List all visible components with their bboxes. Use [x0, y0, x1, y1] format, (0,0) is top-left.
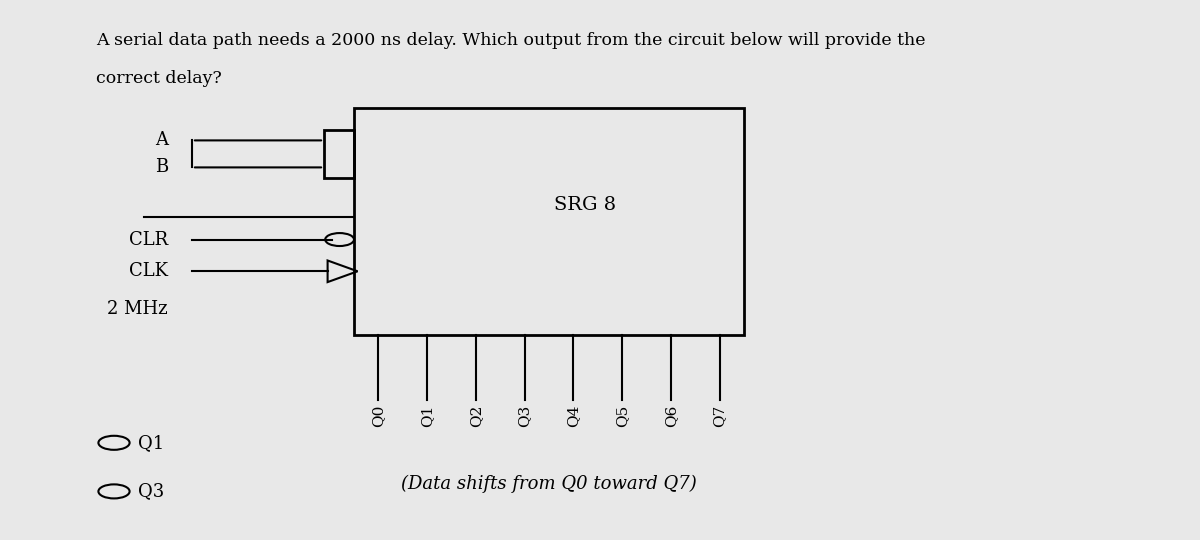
Text: CLK: CLK	[130, 262, 168, 280]
Text: A serial data path needs a 2000 ns delay. Which output from the circuit below wi: A serial data path needs a 2000 ns delay…	[96, 32, 925, 49]
Text: 2 MHz: 2 MHz	[107, 300, 168, 318]
Text: CLR: CLR	[128, 231, 168, 248]
Text: SRG 8: SRG 8	[554, 196, 616, 214]
Bar	[324, 130, 354, 178]
Text: Q3: Q3	[138, 482, 164, 501]
Text: (Data shifts from Q0 toward Q7): (Data shifts from Q0 toward Q7)	[401, 475, 697, 494]
Text: Q3: Q3	[517, 405, 532, 427]
Text: correct delay?: correct delay?	[96, 70, 222, 87]
Text: Q5: Q5	[616, 405, 629, 427]
Text: Q7: Q7	[713, 405, 727, 427]
Text: Q0: Q0	[371, 405, 385, 427]
Text: B: B	[155, 158, 168, 177]
Bar	[354, 108, 744, 335]
Text: A: A	[155, 131, 168, 150]
Text: Q2: Q2	[469, 405, 482, 427]
Text: Q1: Q1	[420, 405, 434, 427]
Text: Q6: Q6	[664, 405, 678, 427]
Text: Q1: Q1	[138, 434, 164, 452]
Text: Q4: Q4	[566, 405, 581, 427]
